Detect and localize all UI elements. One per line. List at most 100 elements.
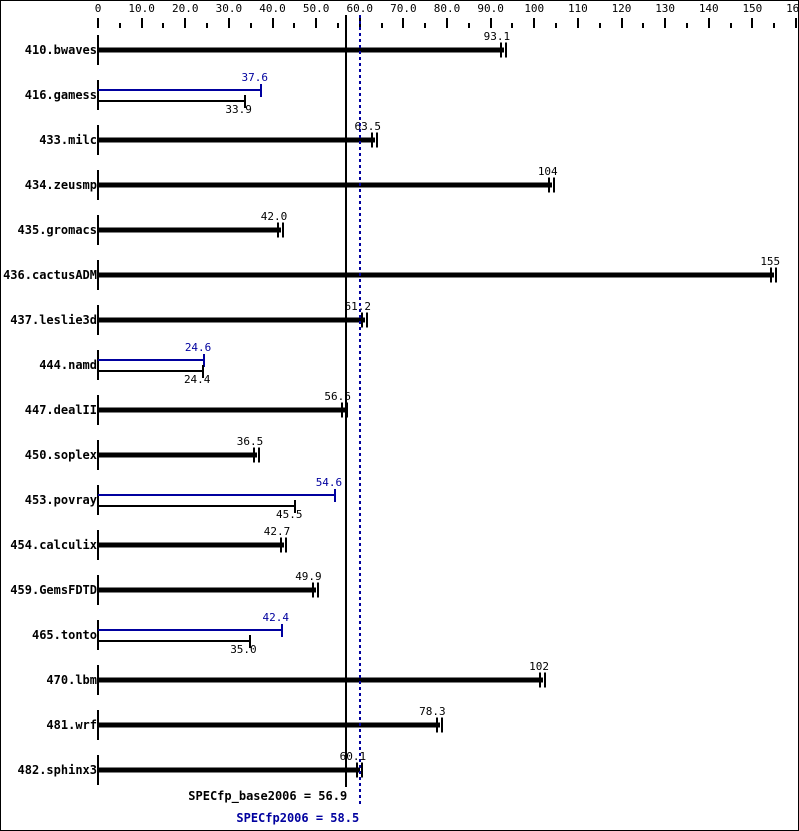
base-value-label: 49.9 (295, 570, 322, 583)
axis-tick-minor (729, 23, 732, 28)
axis-tick-minor (162, 23, 165, 28)
base-bar-endcap (547, 177, 550, 192)
summary-base-label: SPECfp_base2006 = 56.9 (188, 789, 348, 803)
benchmark-name-label: 482.sphinx3 (17, 762, 97, 777)
benchmark-row: 437.leslie3d 61.2 (1, 297, 798, 342)
benchmark-row: 481.wrf 78.3 (1, 702, 798, 747)
base-bar-endcap (371, 132, 374, 147)
base-bar-endcap (538, 672, 541, 687)
axis-tick-minor (293, 23, 296, 28)
base-bar-endcap (770, 267, 773, 282)
axis-tick-major (751, 18, 754, 28)
base-bar-endcap (258, 447, 261, 462)
base-bar-endcap (356, 762, 359, 777)
base-bar (98, 137, 376, 142)
base-bar-endcap (775, 267, 778, 282)
base-value-label: 35.0 (230, 643, 257, 656)
axis-tick-minor (336, 23, 339, 28)
base-bar (98, 542, 285, 547)
base-bar (98, 722, 440, 727)
axis-tick-major (533, 18, 536, 28)
axis-tick-minor (598, 23, 601, 28)
benchmark-name-label: 444.namd (39, 357, 97, 372)
base-value-label: 33.9 (225, 103, 252, 116)
axis-tick-label: 120 (611, 2, 632, 15)
base-value-label: 78.3 (419, 705, 446, 718)
base-bar-endcap (316, 582, 319, 597)
axis-tick-minor (249, 23, 252, 28)
base-bar-endcap (277, 222, 280, 237)
base-bar (98, 407, 345, 412)
benchmark-name-label: 416.gamess (24, 87, 97, 102)
benchmark-row: 444.namd 24.6 24.4 (1, 341, 798, 387)
base-bar (98, 182, 552, 187)
axis-tick-label: 80.0 (433, 2, 461, 15)
base-bar (98, 640, 251, 642)
benchmark-name-label: 459.GemsFDTD (10, 582, 97, 597)
base-bar-endcap (311, 582, 314, 597)
base-bar (98, 370, 205, 372)
base-value-label: 56.6 (324, 390, 351, 403)
peak-value-label: 24.6 (184, 341, 212, 354)
axis-tick-label: 30.0 (215, 2, 243, 15)
axis-tick-minor (118, 23, 121, 28)
base-value-label: 60.1 (339, 750, 367, 763)
base-bar (98, 452, 258, 457)
benchmark-row: 453.povray 54.6 45.5 (1, 477, 798, 522)
base-bar-endcap (280, 537, 283, 552)
peak-bar-endcap (260, 84, 263, 97)
x-axis: 0 10.0 20.0 30.0 40.0 50.0 60.0 70.0 80.0 90.0 100… (1, 1, 799, 29)
benchmark-name-label: 435.gromacs (17, 222, 97, 237)
axis-tick-minor (424, 23, 427, 28)
axis-tick-label: 150 (742, 2, 763, 15)
base-value-label: 36.5 (236, 435, 264, 448)
base-bar (98, 587, 316, 592)
base-bar (98, 100, 246, 102)
base-bar-endcap (202, 365, 205, 378)
benchmark-name-label: 450.soplex (24, 447, 97, 462)
axis-tick-label: 130 (655, 2, 676, 15)
base-bar-endcap (500, 42, 503, 57)
axis-tick-label: 40.0 (259, 2, 286, 15)
base-bar-endcap (361, 762, 364, 777)
base-bar-endcap (243, 95, 246, 108)
axis-tick-label: 20.0 (172, 2, 199, 15)
base-bar-endcap (340, 402, 343, 417)
axis-tick-major (795, 18, 797, 28)
benchmark-name-label: 453.povray (24, 492, 97, 507)
base-bar (98, 227, 282, 232)
axis-tick-minor (685, 23, 688, 28)
axis-tick-major (315, 18, 318, 28)
base-bar-endcap (285, 537, 288, 552)
axis-tick-minor (511, 23, 514, 28)
axis-tick-major (707, 18, 710, 28)
benchmark-row: 435.gromacs 42.0 (1, 207, 798, 252)
axis-tick-label: 0 (94, 2, 102, 15)
benchmark-row: 450.soplex 36.5 (1, 432, 798, 477)
benchmark-name-label: 410.bwaves (24, 42, 97, 57)
axis-tick-major (184, 18, 187, 28)
axis-tick-label: 60.0 (346, 2, 374, 15)
base-value-label: 155 (760, 255, 781, 268)
base-bar-endcap (282, 222, 285, 237)
row-origin-tick (97, 484, 99, 515)
reference-line-base (345, 15, 348, 787)
base-bar-endcap (376, 132, 379, 147)
base-bar (98, 505, 297, 507)
peak-bar (98, 494, 337, 496)
base-value-label: 45.5 (275, 508, 303, 521)
axis-tick-major (402, 18, 405, 28)
axis-tick-label: 160 (786, 2, 799, 15)
base-value-label: 42.7 (263, 525, 291, 538)
benchmark-row: 454.calculix 42.7 (1, 522, 798, 567)
benchmark-name-label: 437.leslie3d (10, 312, 97, 327)
axis-tick-major (664, 18, 667, 28)
base-bar-endcap (365, 312, 368, 327)
benchmark-name-label: 481.wrf (46, 717, 97, 732)
base-value-label: 24.4 (183, 373, 211, 386)
base-value-label: 104 (537, 165, 558, 178)
axis-tick-major (271, 18, 274, 28)
axis-tick-label: 140 (698, 2, 719, 15)
axis-tick-major (620, 18, 623, 28)
summary-peak-label: SPECfp2006 = 58.5 (236, 811, 360, 825)
